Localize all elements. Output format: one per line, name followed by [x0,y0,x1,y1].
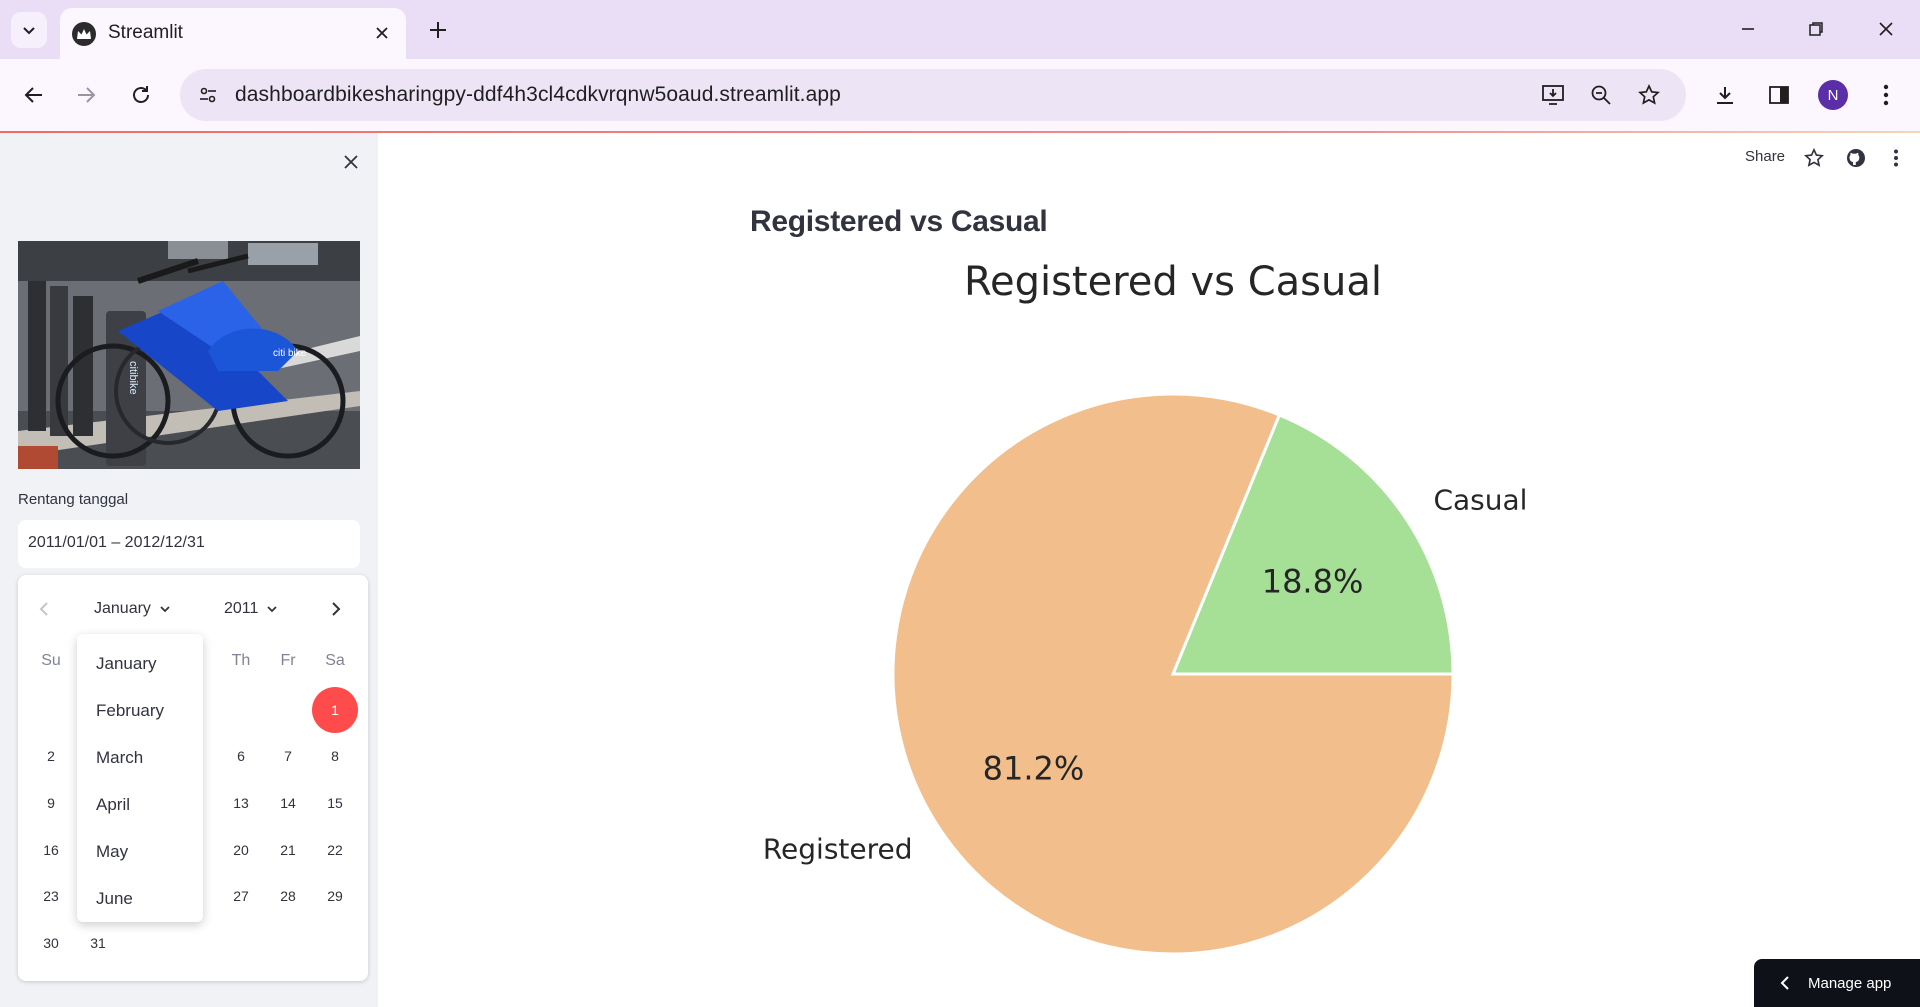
calendar-day[interactable]: 14 [280,795,296,811]
month-dropdown-list: January February March April May June [77,634,203,922]
svg-text:citibike: citibike [127,361,139,395]
chevron-down-icon [23,27,35,35]
zoom-icon[interactable] [1585,79,1617,111]
month-option-january[interactable]: January [96,654,157,673]
chevron-left-icon [1780,976,1789,990]
next-month-button[interactable] [324,597,348,621]
calendar-day-selected[interactable]: 1 [312,687,358,733]
minimize-button[interactable] [1722,8,1774,50]
manage-app-label: Manage app [1808,974,1892,992]
calendar-day[interactable]: 21 [280,842,296,858]
calendar-day[interactable]: 23 [43,888,59,904]
star-icon[interactable] [1801,145,1827,171]
bike-share-image: citibike citi bike [18,241,360,469]
browser-toolbar: dashboardbikesharingpy-ddf4h3cl4cdkvrqnw… [0,59,1920,131]
page-top-decoration [0,131,1920,133]
pie-pct-label-registered: 81.2% [983,750,1085,788]
tab-search-button[interactable] [11,12,47,48]
calendar-day[interactable]: 7 [284,748,292,764]
calendar-day[interactable]: 16 [43,842,59,858]
pie-slice-casual [1170,413,1455,676]
year-select-value: 2011 [224,600,259,617]
weekday-th: Th [231,652,251,669]
chart-title: Registered vs Casual [964,259,1382,305]
previous-month-button[interactable] [32,597,56,621]
sidebar: citibike citi bike Rentang tanggal 2011/… [0,133,378,1007]
calendar-day[interactable]: 28 [280,888,296,904]
reload-button[interactable] [121,75,161,115]
new-tab-button[interactable] [422,14,454,46]
browser-tabstrip: Streamlit [0,0,1920,59]
plus-icon [430,22,446,38]
calendar-day[interactable]: 13 [233,795,249,811]
profile-initial: N [1818,80,1848,110]
browser-tab[interactable]: Streamlit [60,8,406,59]
svg-text:citi bike: citi bike [273,348,307,359]
pie-slice-registered [891,392,1455,956]
close-window-button[interactable] [1860,8,1912,50]
section-subheader: Registered vs Casual [750,205,1048,238]
site-settings-icon[interactable] [192,79,224,111]
month-select-value: January [94,600,151,617]
bookmark-star-icon[interactable] [1633,79,1665,111]
tab-title: Streamlit [108,22,183,43]
chevron-down-icon [267,606,278,613]
weekday-fr: Fr [280,652,296,669]
calendar-day[interactable]: 15 [327,795,343,811]
streamlit-crown-icon [72,22,96,46]
year-select[interactable]: 2011 [224,597,278,621]
date-range-value: 2011/01/01 – 2012/12/31 [28,534,205,551]
restore-button[interactable] [1790,8,1842,50]
month-select[interactable]: January [94,597,171,621]
weekday-sa: Sa [325,652,345,669]
close-icon [1879,22,1893,36]
side-panel-icon[interactable] [1759,75,1799,115]
manage-app-button[interactable]: Manage app [1754,959,1920,1007]
month-option-may[interactable]: May [96,842,129,861]
url-text[interactable]: dashboardbikesharingpy-ddf4h3cl4cdkvrqnw… [235,83,841,106]
minimize-icon [1742,28,1754,30]
arrow-right-icon [78,87,96,103]
calendar-day[interactable]: 2 [47,748,55,764]
sidebar-close-icon[interactable] [336,147,366,177]
profile-avatar[interactable]: N [1813,75,1853,115]
calendar-day[interactable]: 22 [327,842,343,858]
install-app-icon[interactable] [1537,79,1569,111]
chevron-down-icon [160,606,170,613]
month-option-april[interactable]: April [96,795,131,814]
share-button[interactable]: Share [1745,148,1786,165]
back-button[interactable] [14,75,54,115]
pie-category-label-registered: Registered [763,833,913,866]
address-bar[interactable]: dashboardbikesharingpy-ddf4h3cl4cdkvrqnw… [180,69,1686,121]
calendar-day[interactable]: 9 [47,795,55,811]
downloads-icon[interactable] [1705,75,1745,115]
date-range-label: Rentang tanggal [18,491,129,508]
arrow-left-icon [24,87,42,103]
pie-category-label-casual: Casual [1433,483,1527,516]
restore-icon [1809,22,1823,36]
pie-pct-label-casual: 18.8% [1262,562,1364,600]
date-range-input[interactable]: 2011/01/01 – 2012/12/31 [18,520,360,568]
calendar-day[interactable]: 6 [237,748,245,764]
reload-icon [133,86,149,103]
month-option-march[interactable]: March [96,748,144,767]
calendar-day[interactable]: 27 [233,888,249,904]
calendar-day[interactable]: 31 [90,935,106,951]
calendar-day[interactable]: 30 [43,935,59,951]
month-option-june[interactable]: June [96,889,133,908]
forward-button[interactable] [66,75,106,115]
chevron-right-icon [332,602,341,616]
pie-chart: Registered vs Casual 18.8% Casual 81.2% Reg… [763,259,1527,956]
month-option-february[interactable]: February [96,701,165,720]
calendar-day[interactable]: 8 [331,748,339,764]
browser-menu-icon[interactable] [1866,75,1906,115]
weekday-su: Su [41,652,61,669]
calendar-day[interactable]: 20 [233,842,249,858]
calendar-day[interactable]: 29 [327,888,343,904]
chevron-left-icon [39,602,48,616]
github-icon[interactable] [1843,145,1869,171]
main-menu-icon[interactable] [1883,145,1909,171]
tab-close-icon[interactable] [370,21,394,45]
